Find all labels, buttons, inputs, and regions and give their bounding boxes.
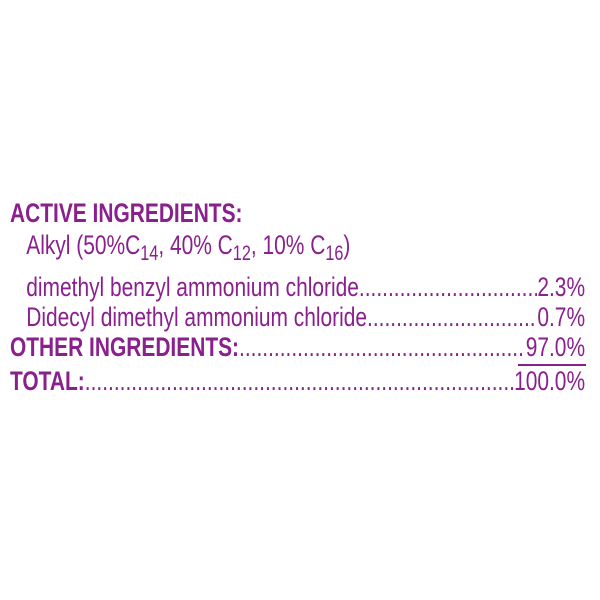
ingredient-value: 2.3% [537, 272, 586, 302]
ingredient-row: dimethyl benzyl ammonium chloride 2.3% [10, 272, 585, 302]
dot-leader [239, 332, 526, 362]
alkyl-line: Alkyl (50%C14, 40% C12, 10% C16) [10, 230, 585, 265]
heading-text: ACTIVE INGREDIENTS: [10, 198, 243, 228]
alkyl-text: Alkyl (50%C14, 40% C12, 10% C16) [26, 230, 351, 265]
sum-rule [518, 364, 586, 366]
other-ingredients-row: OTHER INGREDIENTS: 97.0% [10, 332, 585, 362]
ingredient-name: Didecyl dimethyl ammonium chloride [26, 302, 368, 332]
other-value: 97.0% [525, 332, 586, 362]
ingredient-value: 0.7% [537, 302, 586, 332]
total-value: 100.0% [514, 366, 586, 396]
dot-leader [359, 272, 537, 302]
ingredient-name: dimethyl benzyl ammonium chloride [26, 272, 359, 302]
dot-leader [85, 366, 514, 396]
other-label: OTHER INGREDIENTS: [10, 332, 240, 362]
total-row: TOTAL: 100.0% [10, 366, 585, 396]
active-ingredients-heading: ACTIVE INGREDIENTS: [10, 198, 585, 228]
ingredient-row: Didecyl dimethyl ammonium chloride 0.7% [10, 302, 585, 332]
dot-leader [367, 302, 537, 332]
total-label: TOTAL: [10, 366, 85, 396]
